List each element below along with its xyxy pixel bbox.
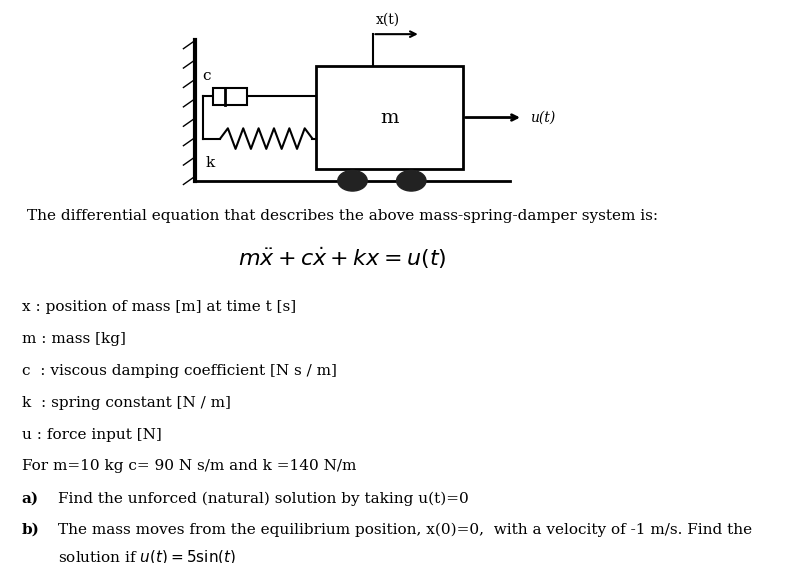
Text: m: m [380, 109, 398, 127]
Text: c: c [202, 69, 210, 83]
Text: k: k [206, 157, 214, 171]
Text: u : force input [N]: u : force input [N] [22, 427, 162, 441]
Text: u(t): u(t) [530, 110, 555, 124]
Text: For m=10 kg c= 90 N s/m and k =140 N/m: For m=10 kg c= 90 N s/m and k =140 N/m [22, 459, 356, 473]
Text: a): a) [22, 491, 39, 505]
Circle shape [338, 171, 367, 191]
Text: solution if $u(t) = 5\sin(t)$: solution if $u(t) = 5\sin(t)$ [58, 548, 237, 563]
Bar [316, 66, 462, 169]
Bar [214, 88, 247, 105]
Text: c  : viscous damping coefficient [N s / m]: c : viscous damping coefficient [N s / m… [22, 364, 337, 378]
Text: m : mass [kg]: m : mass [kg] [22, 332, 126, 346]
Text: b): b) [22, 523, 39, 537]
Text: k  : spring constant [N / m]: k : spring constant [N / m] [22, 396, 230, 410]
Text: The differential equation that describes the above mass-spring-damper system is:: The differential equation that describes… [27, 209, 658, 223]
Text: Find the unforced (natural) solution by taking u(t)=0: Find the unforced (natural) solution by … [58, 491, 470, 506]
Text: x : position of mass [m] at time t [s]: x : position of mass [m] at time t [s] [22, 300, 296, 314]
Text: $m\ddot{x} + c\dot{x} + kx = u(t)$: $m\ddot{x} + c\dot{x} + kx = u(t)$ [238, 245, 446, 271]
Text: x(t): x(t) [376, 12, 400, 26]
Text: The mass moves from the equilibrium position, x(0)=0,  with a velocity of -1 m/s: The mass moves from the equilibrium posi… [58, 523, 753, 538]
Circle shape [397, 171, 426, 191]
